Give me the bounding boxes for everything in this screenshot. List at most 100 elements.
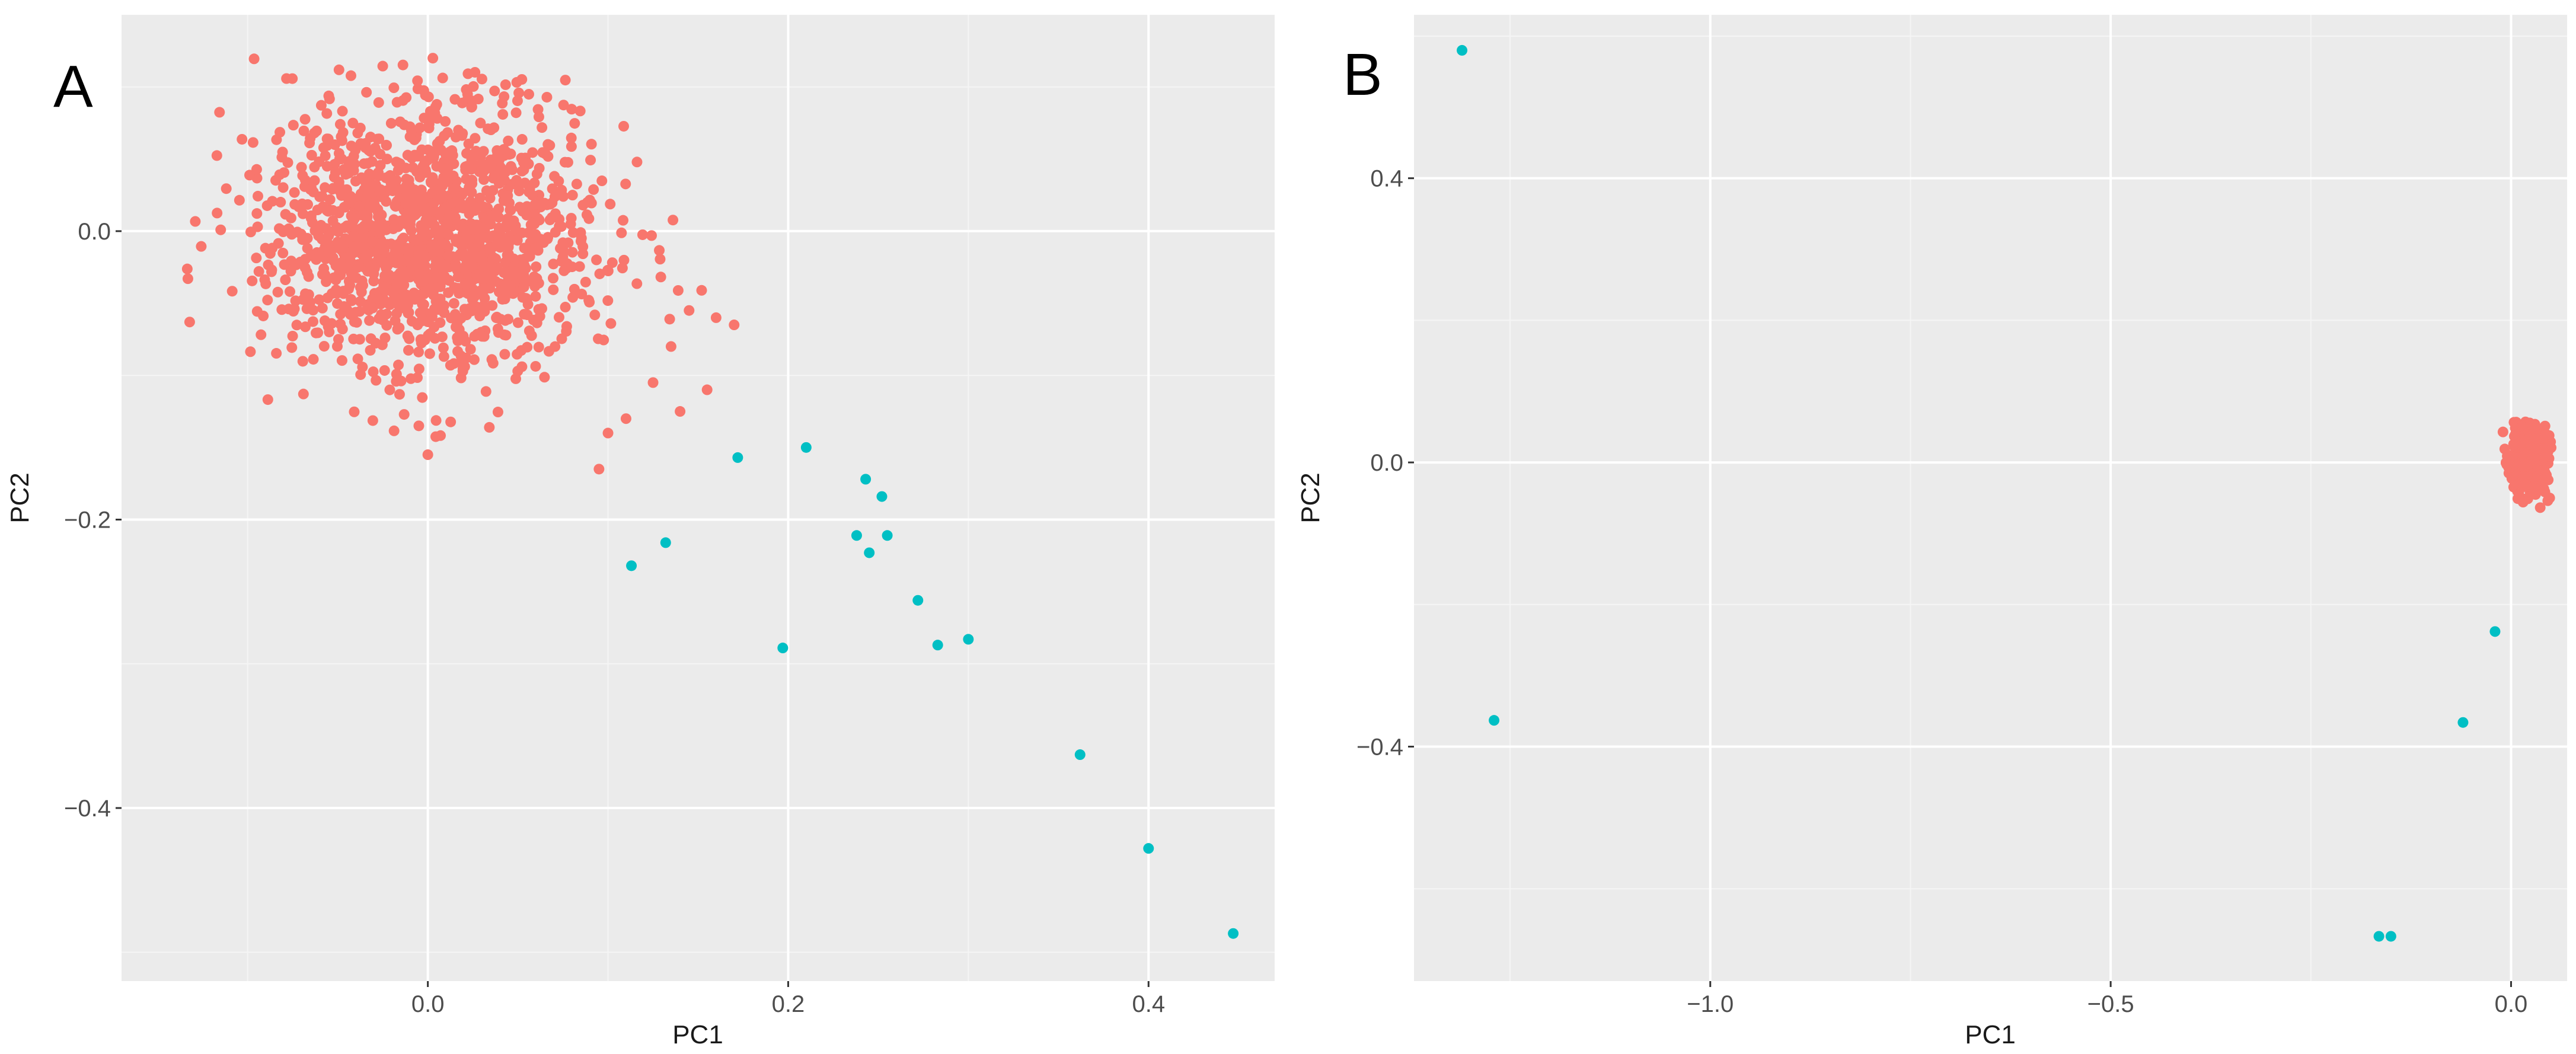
panel-a-main-point [566, 213, 577, 224]
panel-a-main-point [279, 167, 290, 178]
panel-a-main-point [492, 407, 503, 418]
panel-a-main-point [332, 237, 343, 248]
panel-a-main-point [430, 431, 442, 442]
panel-a-main-point [521, 243, 532, 254]
panel-a-main-point [490, 263, 501, 274]
panel-a-main-point [420, 220, 431, 231]
panel-b-x-tick-label: 0.0 [2495, 991, 2528, 1017]
panel-a-main-point [247, 137, 258, 148]
panel-a-main-point [324, 326, 335, 337]
panel-a-main-point [567, 227, 579, 238]
panel-a-main-point [539, 197, 550, 209]
panel-a-main-point [308, 354, 319, 365]
panel-a-main-point [378, 281, 390, 292]
panel-b-points [1457, 44, 2557, 942]
panel-a-main-point [387, 287, 398, 298]
panel-a-outlier-point [777, 643, 789, 654]
panel-b-main-point [2538, 447, 2549, 458]
panel-b-main-point [2524, 458, 2535, 469]
panel-a-main-point [322, 292, 333, 304]
panel-b-outlier-point [2385, 931, 2396, 942]
panel-a-main-point [345, 70, 356, 81]
panel-b-y-tick-label: −0.4 [1356, 734, 1403, 760]
panel-a-main-point [323, 90, 334, 101]
panel-a-main-point [543, 346, 554, 357]
panel-a-main-point [336, 355, 347, 366]
panel-a-main-point [397, 95, 408, 106]
panel-b-main-point [2519, 447, 2530, 458]
panel-a-outlier-point [732, 452, 743, 463]
panel-a-main-point [438, 172, 449, 183]
panel-a-main-point [514, 202, 525, 213]
panel-a-main-point [485, 219, 496, 230]
panel-a-main-point [394, 389, 405, 400]
panel-a-main-point [413, 363, 424, 375]
panel-a-y-tick-label: 0.0 [78, 219, 111, 245]
panel-a-main-point [286, 342, 298, 353]
panel-a-main-point [367, 415, 378, 426]
panel-a-main-point [297, 356, 308, 367]
panel-b-outlier-point [2489, 626, 2501, 637]
panel-a-main-point [523, 88, 534, 100]
panel-a-main-point [292, 226, 303, 238]
panel-a-main-point [338, 288, 349, 299]
panel-a-main-point [468, 81, 479, 92]
panel-a-main-point [215, 224, 226, 235]
panel-a-main-point [524, 183, 535, 194]
panel-a-main-point [364, 315, 375, 326]
panel-a-main-point [404, 266, 415, 277]
panel-a-main-point [335, 318, 346, 330]
panel-a-main-point [465, 164, 477, 175]
panel-b-main-point [2534, 502, 2546, 513]
panel-a-outlier-point [660, 537, 671, 548]
panel-a-main-point [357, 232, 369, 244]
panel-a-main-point [559, 156, 570, 168]
panel-a-main-point [524, 325, 535, 337]
panel-a-main-point [438, 351, 449, 362]
panel-a-main-point [459, 278, 471, 289]
panel-a-main-point [505, 205, 516, 216]
panel-a-main-point [531, 261, 542, 273]
panel-a-main-point [323, 230, 334, 241]
panel-a-main-point [333, 260, 344, 271]
panel-a-main-point [516, 74, 528, 85]
panel-a-main-point [710, 312, 722, 323]
panel-a-main-point [616, 227, 627, 238]
panel-a-main-point [566, 141, 577, 152]
panel-a-main-point [398, 409, 410, 420]
panel-a-main-point [448, 158, 459, 170]
panel-a-main-point [631, 278, 643, 289]
panel-a-main-point [406, 373, 417, 384]
panel-a-main-point [492, 323, 503, 334]
panel-a-main-point [437, 72, 448, 84]
panel-a-main-point [337, 127, 349, 138]
panel-a-main-point [253, 190, 264, 202]
panel-a-main-point [675, 406, 686, 417]
panel-a-main-point [596, 175, 608, 187]
panel-a-main-point [512, 366, 524, 377]
panel-a-main-point [517, 292, 528, 303]
panel-a-main-point [349, 406, 360, 417]
panel-a-main-point [593, 464, 605, 475]
panel-a-main-point [602, 295, 614, 306]
panel-b-major-grid [1414, 15, 2567, 981]
panel-a-main-point [404, 219, 416, 230]
panel-a-main-point [547, 183, 558, 194]
panel-a-main-point [435, 281, 446, 292]
panel-a-main-point [330, 167, 341, 178]
panel-a-main-point [298, 125, 309, 136]
panel-a-y-axis-title: PC2 [5, 472, 34, 523]
panel-a-main-point [391, 278, 403, 289]
panel-b-minor-grid [1414, 15, 2567, 981]
panel-a-main-point [395, 375, 407, 387]
panel-a-main-point [356, 275, 368, 286]
panel-a-main-point [423, 119, 435, 130]
panel-a-main-point [379, 332, 391, 343]
panel-a-main-point [315, 100, 327, 111]
panel-a-main-point [548, 284, 559, 295]
panel-a-main-point [376, 309, 387, 320]
panel-a-main-point [354, 334, 365, 345]
panel-a-main-point [397, 59, 408, 71]
panel-a-main-point [304, 138, 315, 149]
panel-a-main-point [307, 316, 318, 327]
